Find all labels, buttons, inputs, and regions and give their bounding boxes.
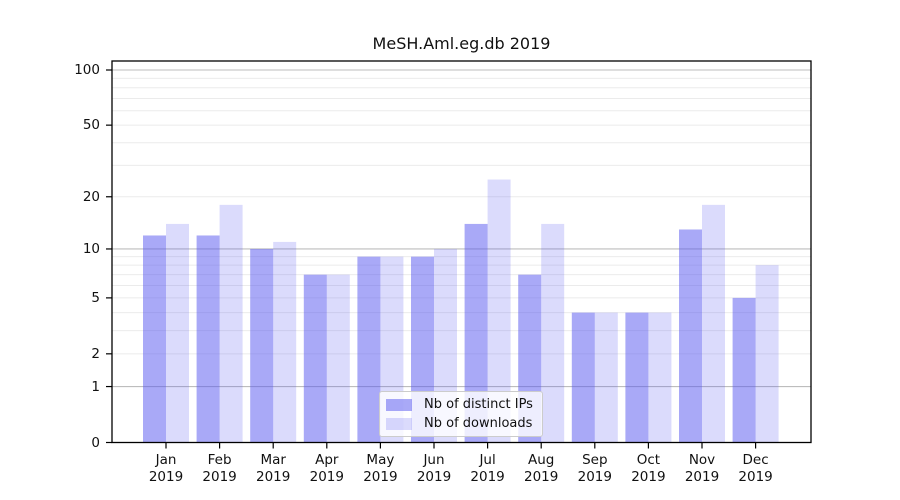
- x-tick-month: Oct: [636, 451, 661, 468]
- x-tick-label-apr: Apr 2019: [295, 452, 359, 486]
- legend-label-distinct-ips: Nb of distinct IPs: [424, 397, 533, 412]
- y-tick-label-5: 5: [91, 289, 100, 306]
- x-tick-month: Aug: [528, 451, 555, 468]
- bar-downloads-apr: [326, 274, 350, 443]
- x-tick-year: 2019: [309, 468, 344, 485]
- x-tick-label-mar: Mar 2019: [241, 452, 305, 486]
- bar-ips-apr: [303, 274, 327, 443]
- legend-item-distinct-ips: Nb of distinct IPs: [386, 397, 536, 412]
- x-tick-label-may: May 2019: [348, 452, 412, 486]
- legend-label-downloads: Nb of downloads: [424, 416, 533, 431]
- y-tick-label-10: 10: [82, 240, 100, 257]
- x-tick-year: 2019: [631, 468, 666, 485]
- gridlines: [112, 69, 811, 388]
- x-tick-year: 2019: [524, 468, 559, 485]
- y-tick-label-1: 1: [91, 378, 100, 395]
- axis-ticks: [106, 69, 757, 449]
- x-tick-year: 2019: [363, 468, 398, 485]
- x-tick-month: Sep: [582, 451, 608, 468]
- legend-swatch-distinct-ips: [386, 398, 412, 411]
- bar-ips-nov: [679, 229, 702, 443]
- x-tick-year: 2019: [684, 468, 720, 485]
- x-tick-year: 2019: [416, 468, 452, 485]
- x-tick-label-feb: Feb 2019: [188, 452, 252, 486]
- x-tick-month: Jun: [423, 451, 445, 468]
- y-tick-label-2: 2: [91, 345, 100, 362]
- x-tick-month: Dec: [742, 451, 769, 468]
- bar-downloads-dec: [755, 265, 779, 443]
- y-tick-label-50: 50: [82, 117, 100, 134]
- chart-title: MeSH.Aml.eg.db 2019: [372, 34, 551, 53]
- x-tick-label-dec: Dec 2019: [724, 452, 788, 486]
- x-tick-label-jun: Jun 2019: [402, 452, 466, 486]
- y-tick-label-0: 0: [91, 434, 100, 451]
- bar-downloads-nov: [702, 204, 725, 443]
- bar-downloads-mar: [273, 241, 297, 443]
- x-tick-year: 2019: [256, 468, 291, 485]
- y-tick-label-100: 100: [74, 62, 100, 78]
- x-tick-label-sep: Sep 2019: [563, 452, 627, 486]
- x-tick-month: Feb: [207, 451, 232, 468]
- x-tick-label-aug: Aug 2019: [509, 452, 573, 486]
- bar-downloads-oct: [648, 312, 672, 443]
- x-tick-year: 2019: [470, 468, 505, 485]
- x-tick-label-jan: Jan 2019: [134, 452, 198, 486]
- x-tick-month: May: [366, 451, 395, 468]
- bar-ips-feb: [196, 235, 220, 443]
- bar-ips-dec: [732, 297, 756, 443]
- x-tick-month: Jul: [479, 451, 496, 468]
- legend: Nb of distinct IPs Nb of downloads: [379, 391, 543, 437]
- x-tick-month: Nov: [688, 451, 716, 468]
- x-tick-month: Apr: [315, 451, 339, 468]
- bar-downloads-aug: [541, 223, 565, 443]
- x-tick-month: Mar: [260, 451, 286, 468]
- bar-ips-jan: [143, 235, 166, 443]
- x-tick-label-oct: Oct 2019: [616, 452, 680, 486]
- bar-ips-mar: [250, 248, 274, 443]
- x-tick-year: 2019: [577, 468, 612, 485]
- bar-ips-sep: [571, 312, 595, 443]
- x-tick-month: Jan: [155, 451, 177, 468]
- x-tick-label-nov: Nov 2019: [670, 452, 734, 486]
- x-tick-year: 2019: [148, 468, 184, 485]
- legend-swatch-downloads: [386, 417, 412, 430]
- y-tick-label-20: 20: [82, 188, 100, 205]
- plot-frame: [111, 60, 812, 444]
- bar-ips-oct: [625, 312, 649, 443]
- bar-downloads-jan: [166, 223, 189, 443]
- x-tick-label-jul: Jul 2019: [456, 452, 520, 486]
- bar-ips-jul: [464, 223, 488, 443]
- bar-downloads-jul: [487, 179, 511, 443]
- legend-item-downloads: Nb of downloads: [386, 416, 536, 431]
- x-tick-year: 2019: [738, 468, 773, 485]
- bar-downloads-feb: [219, 204, 243, 443]
- bar-downloads-sep: [594, 312, 618, 443]
- x-tick-year: 2019: [202, 468, 237, 485]
- bar-ips-may: [357, 256, 381, 443]
